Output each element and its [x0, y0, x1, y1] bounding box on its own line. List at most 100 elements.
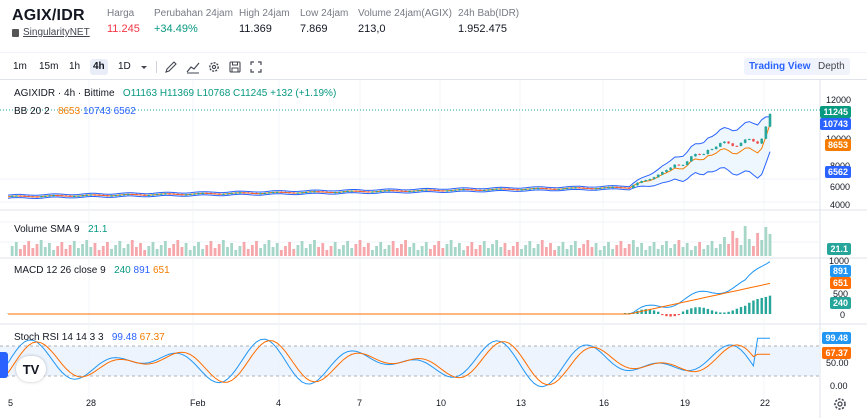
macd-hist-bar	[706, 308, 710, 314]
timeframe-1m[interactable]: 1m	[13, 61, 27, 72]
depth-tab[interactable]: Depth	[813, 58, 850, 75]
candle-body	[640, 181, 643, 183]
volume-bar	[39, 240, 43, 256]
volume-bar	[520, 249, 523, 256]
candle-body	[429, 189, 432, 191]
macd-legend[interactable]: MACD 12 26 close 9 240 891 651	[14, 265, 170, 276]
stoch-d-line	[7, 340, 770, 386]
volume-bar	[358, 240, 362, 256]
candle-body	[710, 149, 714, 151]
macd-hist-bar	[685, 309, 689, 314]
volume-bar	[267, 240, 271, 256]
ohlc-change: +132 (+1.19%)	[270, 88, 337, 99]
volume-legend[interactable]: Volume SMA 9 21.1	[14, 224, 107, 235]
candle-body	[424, 189, 428, 191]
candle-body	[346, 191, 349, 193]
volume-bar	[101, 246, 105, 256]
bb-legend[interactable]: BB 20 2 8653 10743 6562	[14, 106, 136, 117]
volume-bar	[565, 249, 569, 256]
macd-hist-bar	[702, 307, 705, 314]
save-icon[interactable]	[228, 60, 242, 74]
project-name[interactable]: SingularityNET	[23, 27, 90, 38]
bb-upper-value: 10743	[82, 106, 111, 117]
volume-bar	[366, 243, 370, 256]
fullscreen-icon[interactable]	[249, 60, 263, 74]
bollinger-bands	[7, 116, 771, 200]
candle-body	[280, 191, 283, 193]
volume-bar	[35, 244, 39, 256]
bb-lower-tag: 6562	[824, 166, 851, 178]
candle-body	[31, 196, 35, 198]
stoch-legend[interactable]: Stoch RSI 14 14 3 3 99.48 67.37	[14, 332, 165, 343]
candle-body	[60, 195, 64, 197]
candle-body	[665, 170, 668, 172]
draw-icon[interactable]	[164, 60, 178, 74]
trading-view-tab[interactable]: Trading View	[744, 58, 816, 75]
macd-tick: 1000	[829, 256, 850, 266]
volume-bar	[134, 247, 138, 256]
volume-bar	[532, 248, 536, 256]
volume-bar	[43, 247, 47, 256]
candle-body	[93, 194, 97, 196]
volume-bar	[598, 250, 602, 256]
macd-hist-bar	[743, 305, 747, 314]
macd-hist-bar	[673, 314, 676, 317]
volume-bar	[10, 246, 14, 256]
macd-hist-bar	[640, 309, 643, 314]
chart-settings-icon[interactable]	[832, 396, 848, 412]
candle-body	[126, 194, 130, 196]
price-tick: 12000	[826, 95, 852, 105]
volume-bar	[296, 245, 300, 256]
candle-body	[23, 195, 26, 197]
candle-body	[114, 195, 117, 197]
candle-body	[603, 187, 606, 189]
volume-bar	[259, 248, 263, 256]
candle-body	[68, 195, 72, 197]
volume-bar	[77, 248, 80, 256]
candle-body	[14, 195, 18, 197]
bb-upper-line	[7, 116, 770, 196]
volume-bar	[139, 243, 142, 256]
volume-bar	[710, 241, 714, 256]
candle-body	[230, 193, 233, 195]
tradingview-logo-icon[interactable]: TV	[16, 356, 46, 382]
volume-bar	[217, 244, 221, 256]
price-chart[interactable]	[0, 80, 867, 418]
candle-body	[739, 142, 743, 146]
volume-bar	[329, 246, 333, 256]
drawer-toggle[interactable]	[0, 352, 8, 378]
candle-body	[184, 194, 188, 196]
dropdown-icon[interactable]	[137, 60, 151, 74]
volume-bar	[702, 249, 706, 256]
volume-bar	[462, 250, 465, 256]
timeframe-1d[interactable]: 1D	[118, 61, 131, 72]
candle-body	[259, 193, 262, 195]
candle-body	[118, 194, 122, 196]
candle-body	[673, 164, 677, 168]
candle-body	[89, 194, 93, 196]
time-tick: 4	[276, 398, 282, 408]
indicator-icon[interactable]	[186, 60, 200, 74]
stat-value: +34.49%	[154, 23, 198, 35]
candle-body	[474, 189, 478, 191]
volume-bar	[689, 250, 693, 256]
project-link[interactable]: SingularityNET	[12, 27, 90, 38]
stoch-tick: 0.00	[830, 381, 848, 391]
candle-body	[569, 187, 573, 189]
volume-bar	[81, 244, 84, 256]
timeframe-4h[interactable]: 4h	[90, 59, 108, 75]
macd-hist-bar	[727, 311, 730, 314]
volume-bar	[631, 240, 635, 256]
volume-bar	[180, 247, 184, 256]
volume-bar	[503, 243, 507, 256]
candle-body	[764, 126, 768, 139]
timeframe-15m[interactable]: 15m	[39, 61, 59, 72]
candle-body	[727, 141, 730, 144]
settings-icon[interactable]	[207, 60, 221, 74]
macd-hist-bar	[764, 296, 768, 314]
volume-bar	[648, 246, 652, 256]
macd-hist-bar	[735, 308, 739, 314]
candle-body	[222, 193, 225, 195]
timeframe-1h[interactable]: 1h	[69, 61, 81, 72]
volume-bar	[31, 248, 35, 256]
